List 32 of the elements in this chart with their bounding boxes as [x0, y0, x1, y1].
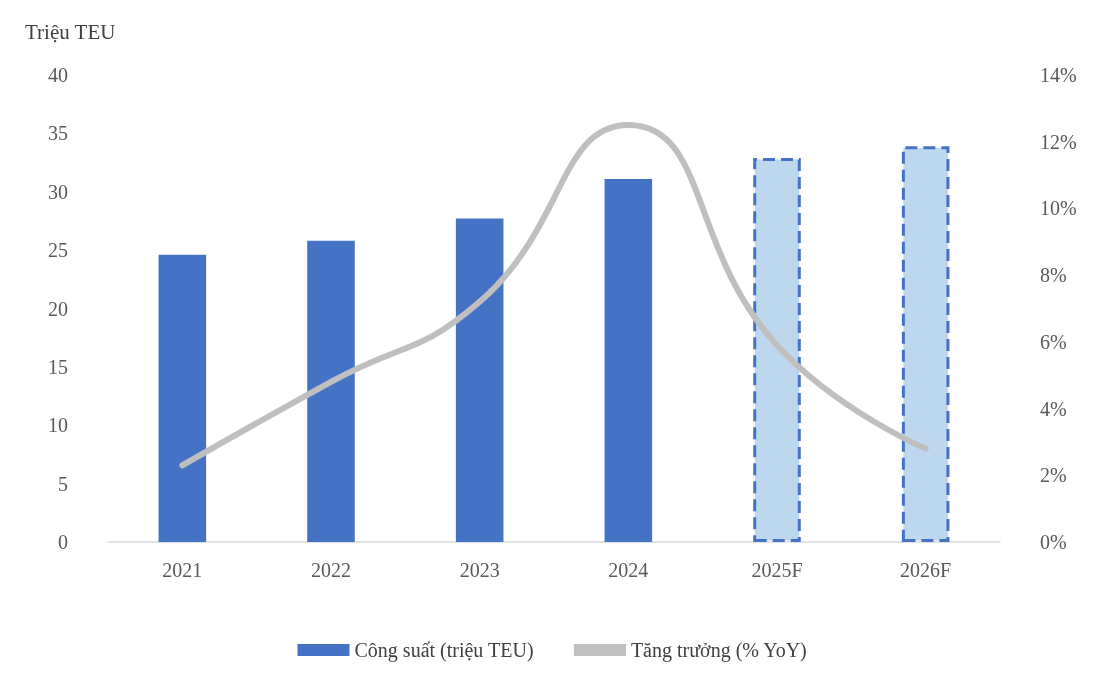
y-tick-label: 15 [48, 355, 68, 378]
y2-tick-label: 10% [1040, 197, 1077, 220]
y2-tick-label: 8% [1040, 264, 1067, 287]
bar [455, 218, 504, 542]
bar [307, 240, 355, 542]
x-tick-label: 2023 [459, 559, 500, 581]
y2-tick-label: 6% [1040, 330, 1067, 353]
y-tick-label: 5 [58, 472, 68, 495]
x-tick-label: 2024 [608, 559, 649, 581]
y2-tick-label: 14% [1040, 64, 1077, 86]
y-tick-label: 20 [48, 297, 68, 320]
y-tick-label: 0 [58, 531, 68, 553]
y2-tick-label: 2% [1040, 464, 1067, 487]
bar [604, 178, 653, 542]
y-tick-label: 35 [48, 122, 68, 145]
y2-tick-label: 0% [1040, 531, 1067, 553]
y2-tick-label: 12% [1040, 130, 1077, 153]
y-tick-label: 30 [48, 180, 68, 203]
x-tick-label: 2025F [751, 559, 803, 581]
x-tick-label: 2022 [311, 559, 351, 581]
bar [901, 146, 950, 542]
y-tick-label: 25 [48, 239, 68, 262]
bar [753, 157, 801, 542]
bar [158, 254, 207, 542]
y2-tick-label: 4% [1040, 397, 1067, 420]
y-tick-label: 10 [48, 414, 68, 437]
y-tick-label: 40 [48, 64, 68, 86]
legend-label: Công suất (triệu TEU) [354, 639, 534, 662]
legend-label: Tăng trưởng (% YoY) [630, 639, 807, 662]
x-tick-label: 2021 [162, 559, 203, 581]
x-tick-label: 2026F [900, 559, 952, 581]
y-axis-title: Triệu TEU [25, 19, 116, 44]
